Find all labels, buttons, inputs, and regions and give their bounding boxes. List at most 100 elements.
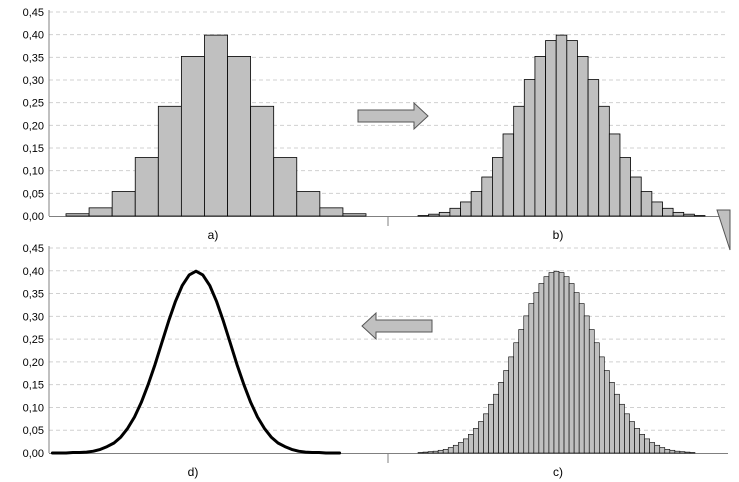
- bar-c-32: [573, 292, 580, 454]
- bar-a-12: [319, 207, 344, 217]
- bar-a-2: [88, 207, 113, 217]
- bar-c-35: [588, 329, 595, 454]
- y-tick-label: 0,15: [23, 380, 44, 392]
- y-axis-tick-labels: 0,00 0,05 0,10 0,15 0,20 0,25 0,30 0,35 0,40 0,45…: [23, 7, 44, 460]
- y-tick-label: 0,45: [23, 7, 44, 19]
- bar-c-55: [689, 452, 696, 454]
- bar-c-14: [483, 413, 489, 454]
- bar-b-27: [693, 215, 706, 217]
- bar-c-25: [538, 283, 545, 454]
- bar-c-24: [533, 292, 540, 454]
- bar-b-13: [545, 40, 557, 217]
- bar-c-33: [578, 303, 585, 454]
- bar-c-37: [599, 356, 605, 454]
- bar-c-15: [488, 403, 494, 454]
- bar-c-8: [452, 444, 459, 454]
- bar-c-54: [684, 451, 691, 454]
- bar-c-30: [563, 276, 570, 454]
- bar-c-23: [528, 303, 535, 454]
- bar-a-3: [111, 191, 136, 217]
- bar-c-13: [478, 421, 484, 454]
- bar-b-12: [534, 56, 546, 217]
- bar-a-6: [180, 56, 205, 217]
- bar-c-20: [513, 342, 520, 454]
- chart-marks: [50, 34, 706, 455]
- bar-c-45: [639, 434, 645, 454]
- bar-c-50: [664, 449, 671, 454]
- bar-b-20: [619, 157, 631, 217]
- y-tick-label: 0,10: [23, 402, 44, 414]
- bar-b-6: [470, 191, 483, 217]
- bar-c-34: [583, 315, 590, 454]
- bar-c-43: [629, 421, 635, 454]
- y-tick-label: 0,20: [23, 120, 44, 132]
- bar-b-9: [502, 133, 515, 217]
- bar-c-2: [422, 451, 429, 454]
- bar-c-16: [493, 393, 499, 454]
- bar-c-22: [523, 315, 530, 454]
- bar-c-51: [669, 449, 676, 454]
- bar-c-1: [417, 452, 424, 454]
- y-tick-label: 0,05: [23, 188, 44, 200]
- bar-c-3: [427, 451, 434, 454]
- y-tick-label: 0,35: [23, 289, 44, 301]
- axes: [48, 10, 728, 463]
- bar-b-19: [608, 133, 621, 217]
- bar-c-6: [442, 449, 449, 454]
- bar-c-44: [634, 428, 640, 454]
- caption-d: d): [188, 465, 199, 479]
- caption-b: b): [553, 228, 564, 242]
- bar-b-10: [513, 105, 525, 217]
- bar-a-9: [250, 105, 275, 217]
- arrow-curved-down-left-icon: [716, 209, 731, 251]
- bar-b-24: [662, 207, 674, 217]
- bar-c-46: [644, 438, 650, 454]
- bar-b-16: [577, 56, 589, 217]
- bar-c-26: [543, 276, 550, 454]
- panel-captions: a) b) c) d): [188, 228, 564, 479]
- bar-b-14: [555, 34, 568, 217]
- bar-c-27: [548, 272, 555, 454]
- y-tick-label: 0,45: [23, 243, 44, 255]
- bar-b-7: [481, 176, 493, 217]
- bar-c-9: [457, 442, 464, 454]
- bar-a-10: [273, 157, 298, 217]
- bar-c-21: [518, 329, 525, 454]
- y-tick-label: 0,40: [23, 266, 44, 278]
- bar-c-19: [508, 356, 514, 454]
- bar-b-15: [566, 40, 578, 217]
- y-tick-label: 0,05: [23, 425, 44, 437]
- y-tick-label: 0,30: [23, 311, 44, 323]
- bar-a-8: [227, 56, 252, 217]
- y-tick-label: 0,25: [23, 98, 44, 110]
- bar-a-13: [342, 213, 367, 217]
- bar-c-10: [463, 438, 469, 454]
- y-tick-label: 0,10: [23, 166, 44, 178]
- arrow-left-icon: [361, 311, 433, 341]
- bar-c-36: [593, 342, 600, 454]
- bar-a-4: [134, 157, 159, 217]
- y-tick-label: 0,35: [23, 52, 44, 64]
- bar-b-21: [630, 176, 642, 217]
- bar-b-26: [683, 213, 695, 217]
- bar-a-1: [65, 213, 90, 217]
- y-tick-label: 0,20: [23, 357, 44, 369]
- caption-a: a): [208, 228, 219, 242]
- bar-b-11: [523, 79, 536, 217]
- bar-c-12: [473, 428, 479, 454]
- bar-c-52: [674, 450, 681, 454]
- bar-a-7: [204, 34, 228, 217]
- flow-arrows: [357, 101, 731, 341]
- bar-c-49: [659, 447, 666, 454]
- bar-c-28: [553, 270, 560, 454]
- bar-b-5: [460, 201, 472, 217]
- bar-a-11: [296, 191, 321, 217]
- bar-b-17: [587, 79, 600, 217]
- y-tick-label: 0,00: [23, 211, 44, 223]
- bar-c-38: [604, 370, 610, 454]
- bar-c-42: [624, 413, 630, 454]
- y-tick-label: 0,40: [23, 30, 44, 42]
- bar-b-8: [492, 157, 504, 217]
- bar-b-2: [428, 213, 440, 217]
- y-tick-label: 0,25: [23, 334, 44, 346]
